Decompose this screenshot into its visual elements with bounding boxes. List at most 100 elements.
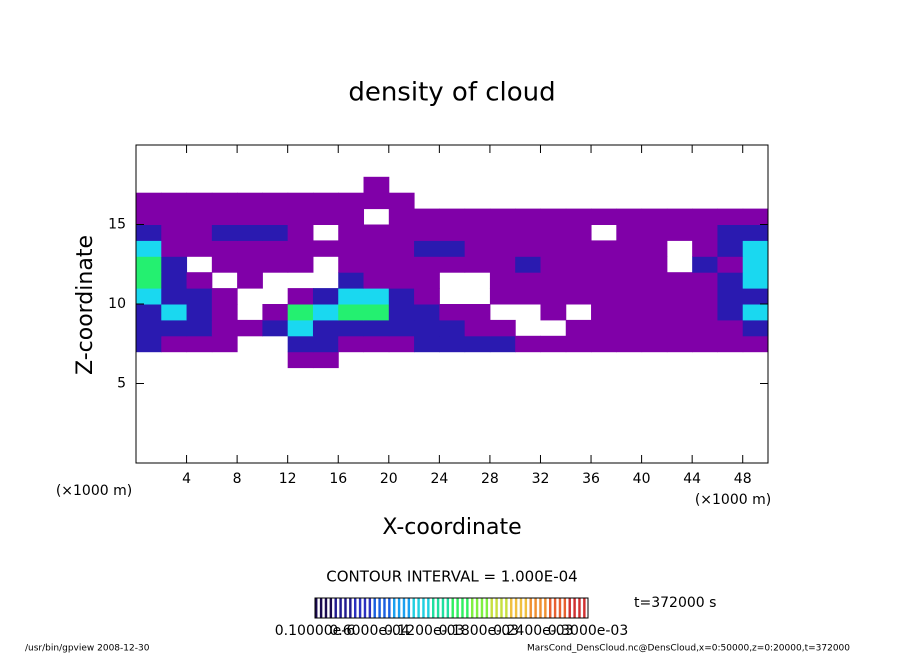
field-cell	[186, 288, 213, 305]
field-cell	[136, 319, 162, 337]
field-cell	[616, 319, 643, 337]
field-cell	[287, 224, 314, 241]
x-tick-label: 24	[430, 471, 448, 487]
field-cell	[363, 224, 390, 241]
field-cell	[464, 304, 491, 321]
field-cell	[414, 256, 440, 273]
colorbar-stripe	[417, 598, 420, 618]
y-tick-label: 5	[117, 376, 126, 392]
field-cell	[591, 319, 617, 337]
field-cell	[616, 304, 643, 321]
field-cell	[515, 272, 541, 289]
field-cell	[414, 335, 440, 353]
field-cell	[211, 208, 238, 225]
field-cell	[363, 288, 390, 305]
field-cell	[287, 304, 314, 321]
chart-title: density of cloud	[348, 78, 555, 108]
time-label: t=372000 s	[634, 595, 716, 611]
colorbar-stripe	[378, 598, 381, 618]
field-cell	[186, 224, 213, 241]
field-cell	[489, 240, 516, 257]
field-cell	[717, 304, 744, 321]
field-cell	[237, 192, 263, 210]
field-cell	[186, 192, 213, 210]
field-cell	[363, 319, 390, 337]
field-cell	[186, 319, 213, 337]
field-cell	[616, 208, 643, 225]
field-cell	[312, 208, 339, 225]
field-cell	[312, 192, 339, 210]
field-cell	[161, 319, 188, 337]
field-cell	[414, 224, 440, 241]
field-cell	[338, 272, 365, 289]
field-cell	[287, 319, 314, 337]
field-cell	[136, 208, 162, 225]
field-cell	[363, 192, 390, 210]
field-cell	[742, 288, 769, 305]
field-cell	[211, 224, 238, 241]
field-cell	[717, 272, 744, 289]
colorbar-stripe	[349, 598, 352, 618]
field-cell	[742, 224, 769, 241]
colorbar-stripe	[436, 598, 440, 618]
field-cell	[641, 224, 668, 241]
field-cell	[742, 240, 769, 257]
field-cell	[540, 208, 567, 225]
colorbar-stripe	[363, 598, 367, 618]
field-cell	[186, 304, 213, 321]
field-cell	[287, 208, 314, 225]
colorbar-label: 0.2400e-03	[493, 623, 573, 639]
field-cell	[666, 272, 693, 289]
field-cell	[136, 288, 162, 305]
field-cell	[717, 319, 744, 337]
field-cell	[136, 224, 162, 241]
field-cell	[338, 319, 365, 337]
field-cell	[692, 256, 718, 273]
field-cell	[262, 319, 289, 337]
field-cell	[515, 288, 541, 305]
field-cell	[414, 319, 440, 337]
colorbar-stripe	[407, 598, 411, 618]
field-cell	[237, 240, 263, 257]
field-cell	[363, 240, 390, 257]
field-cell	[591, 240, 617, 257]
field-cell	[439, 335, 466, 353]
field-cell	[287, 335, 314, 353]
field-cell	[616, 288, 643, 305]
field-cell	[237, 256, 263, 273]
footer-right: MarsCond_DensCloud.nc@DensCloud,x=0:5000…	[527, 644, 850, 654]
field-cell	[540, 272, 567, 289]
field-cell	[211, 256, 238, 273]
field-cell	[136, 272, 162, 289]
colorbar-stripe	[412, 598, 415, 618]
colorbar-stripe	[549, 598, 552, 618]
field-cell	[464, 335, 491, 353]
field-cell	[136, 335, 162, 353]
colorbar-label: 0.6000e-04	[329, 623, 410, 639]
field-cell	[540, 240, 567, 257]
colorbar-stripe	[397, 598, 401, 618]
colorbar-stripe	[529, 598, 532, 618]
field-cell	[591, 335, 617, 353]
colorbar-stripe	[451, 598, 454, 618]
y-tick-label: 10	[108, 296, 126, 312]
colorbar-stripe	[339, 598, 342, 618]
field-cell	[363, 256, 390, 273]
colorbar-stripe	[388, 598, 391, 618]
colorbar-stripe	[329, 598, 333, 618]
field-cell	[464, 240, 491, 257]
field-cell	[312, 288, 339, 305]
field-cell	[666, 304, 693, 321]
field-cell	[363, 335, 390, 353]
field-cell	[464, 256, 491, 273]
field-cell	[641, 208, 668, 225]
colorbar-stripe	[553, 598, 557, 618]
field-cell	[742, 319, 769, 337]
field-cell	[666, 319, 693, 337]
field-cell	[363, 272, 390, 289]
field-cell	[616, 272, 643, 289]
field-cell	[742, 256, 769, 273]
field-cell	[211, 240, 238, 257]
field-cell	[161, 208, 188, 225]
